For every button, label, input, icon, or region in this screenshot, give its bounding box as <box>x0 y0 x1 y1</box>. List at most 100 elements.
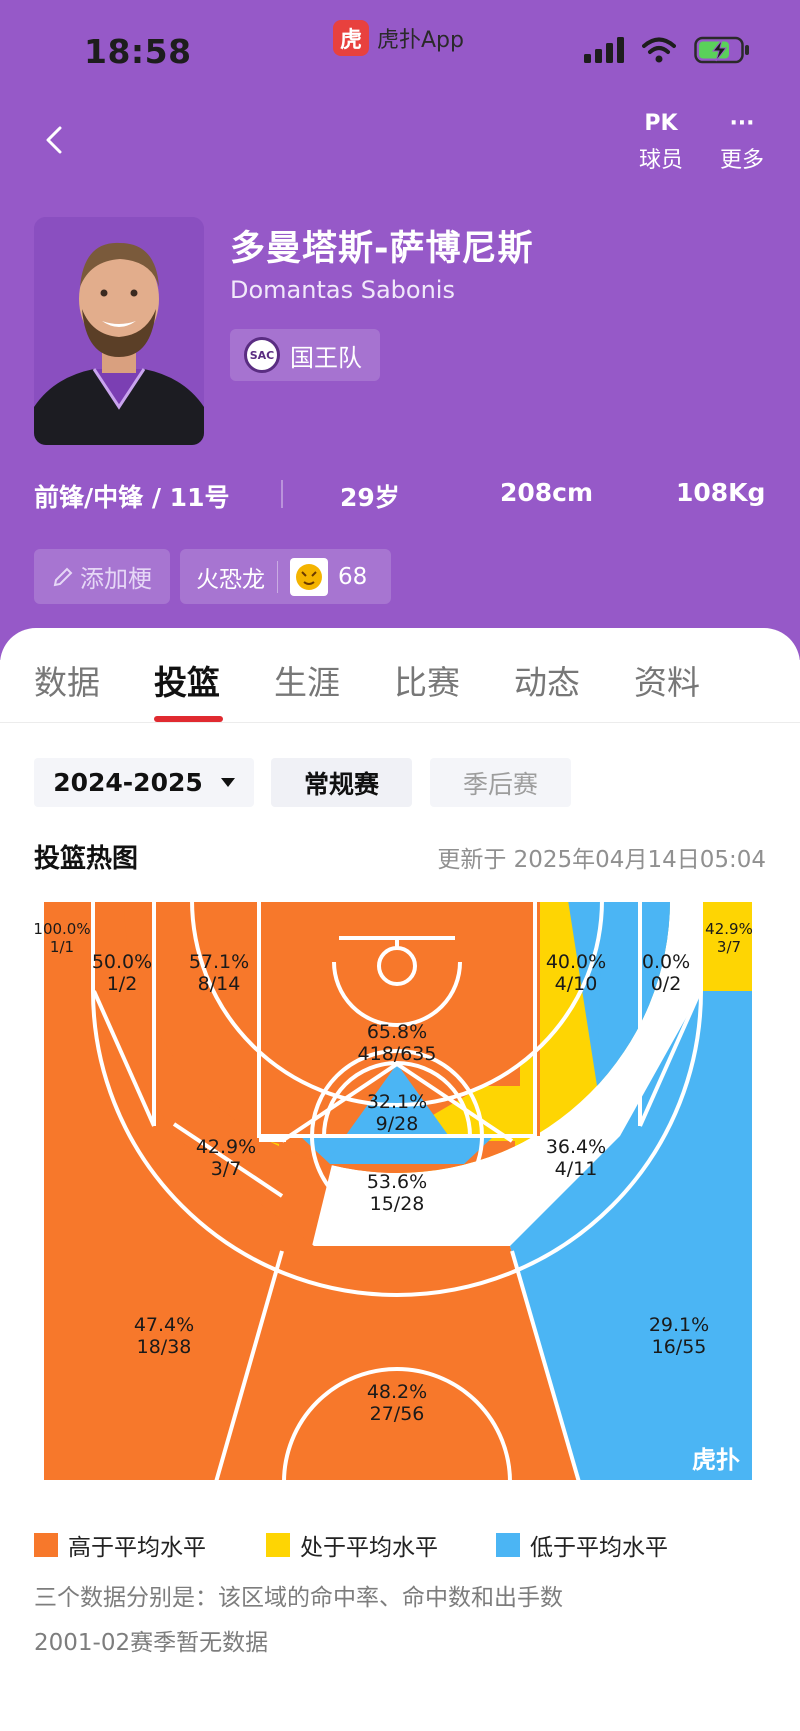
status-time: 18:58 <box>84 32 192 71</box>
zone-made-paint-restricted: 418/635 <box>358 1043 437 1065</box>
zone-paint-restricted <box>274 900 520 1086</box>
kings-logo-icon: SAC <box>244 337 280 373</box>
watermark-logo: 虎扑 <box>692 1446 740 1474</box>
zone-top-three <box>214 1246 579 1482</box>
zone-made-right-wing-three: 16/55 <box>652 1336 707 1358</box>
zone-pct-left-wing-three: 47.4% <box>134 1314 194 1336</box>
zone-made-right-elbow-mid: 4/11 <box>555 1158 598 1180</box>
heatmap-title: 投篮热图 <box>34 844 139 874</box>
wifi-icon <box>642 37 676 63</box>
rating-value: 68 <box>338 563 368 590</box>
player-avatar <box>34 217 204 445</box>
zone-pct-right-elbow-mid: 36.4% <box>546 1136 606 1158</box>
add-tag-button[interactable]: 添加梗 <box>34 549 170 604</box>
zone-left-wing-three <box>42 991 314 1482</box>
zone-pct-left-baseline-mid: 50.0% <box>92 951 152 973</box>
player-rating-chip[interactable]: 火恐龙 68 <box>180 549 391 604</box>
zone-pct-left-elbow-mid: 42.9% <box>196 1136 256 1158</box>
tab-bar: 数据 投篮 生涯 比赛 动态 资料 <box>0 628 800 723</box>
legend-swatch-above <box>34 1533 58 1557</box>
heatmap-updated: 更新于 2025年04月14日05:04 <box>437 847 766 873</box>
tab-news[interactable]: 动态 <box>514 663 580 702</box>
zone-pct-left-short-mid: 57.1% <box>189 951 249 973</box>
zone-made-paint-non-ra: 9/28 <box>376 1113 419 1135</box>
player-weight: 108Kg <box>676 478 766 507</box>
rating-badge-icon <box>290 557 328 596</box>
player-photo <box>34 217 204 445</box>
zone-pct-paint-restricted: 65.8% <box>367 1021 427 1043</box>
more-label: 更多 <box>719 148 764 173</box>
tab-profile[interactable]: 资料 <box>634 663 700 702</box>
legend-label-average: 处于平均水平 <box>300 1535 438 1561</box>
rating-label: 火恐龙 <box>196 566 265 593</box>
status-icons <box>584 36 750 64</box>
chevron-left-icon <box>46 126 62 154</box>
zone-made-right-corner-three: 3/7 <box>717 938 741 956</box>
compare-player-button[interactable]: PK 球员 <box>626 108 696 174</box>
shot-heatmap: 100.0% 1/1 50.0% 1/2 57.1% 8/14 65.8% 418/635 40… <box>34 896 760 1518</box>
rating-divider <box>277 560 278 593</box>
zone-made-top-key-mid: 15/28 <box>370 1193 425 1215</box>
more-dots-icon: ··· <box>729 110 755 136</box>
position-number: 前锋/中锋 / 11号 <box>34 483 230 512</box>
zone-pct-paint-non-ra: 32.1% <box>367 1091 427 1113</box>
zone-pct-right-corner-three: 42.9% <box>705 920 753 938</box>
app-logo-icon: 虎 <box>333 20 369 56</box>
info-divider <box>281 480 283 508</box>
caret-down-icon <box>220 777 235 787</box>
team-name: 国王队 <box>290 343 362 372</box>
zone-made-right-short-mid: 4/10 <box>555 973 598 995</box>
status-app-indicator: 虎 虎扑App <box>333 20 464 56</box>
battery-charging-icon <box>694 36 749 64</box>
player-height: 208cm <box>500 478 594 507</box>
legend-above: 高于平均水平 <box>34 1528 206 1562</box>
player-age: 29岁 <box>340 483 400 512</box>
zone-made-left-baseline-mid: 1/2 <box>107 973 138 995</box>
zone-made-left-wing-three: 18/38 <box>137 1336 192 1358</box>
more-button[interactable]: ··· 更多 <box>707 108 777 174</box>
legend-label-above: 高于平均水平 <box>68 1535 206 1561</box>
season-select[interactable]: 2024-2025 <box>34 758 254 807</box>
heatmap-legend: 高于平均水平 处于平均水平 低于平均水平 <box>34 1520 766 1562</box>
zone-right-wing-three <box>510 991 752 1482</box>
playoff-toggle[interactable]: 季后赛 <box>430 758 571 807</box>
heatmap-note-nodata: 2001-02赛季暂无数据 <box>34 1630 269 1656</box>
tab-shooting[interactable]: 投篮 <box>154 663 220 702</box>
legend-label-below: 低于平均水平 <box>530 1535 668 1561</box>
add-tag-label: 添加梗 <box>80 565 152 593</box>
court-chart: 100.0%1/1 50.0%1/2 57.1%8/14 65.8%418/635 40… <box>34 900 758 1482</box>
zone-pct-top-three: 48.2% <box>367 1381 427 1403</box>
pk-icon: PK <box>644 110 678 136</box>
status-app-name: 虎扑App <box>377 28 464 53</box>
player-name-cn: 多曼塔斯-萨博尼斯 <box>230 229 534 269</box>
content-sheet: 数据 投篮 生涯 比赛 动态 资料 2024-2025 常规赛 季后赛 投篮热图… <box>0 628 800 1731</box>
player-header: 18:58 虎 虎扑App PK 球员 ··· <box>0 0 800 660</box>
pencil-icon <box>53 567 73 586</box>
active-tab-indicator <box>154 716 223 722</box>
zone-made-top-three: 27/56 <box>370 1403 425 1425</box>
player-info-row: 前锋/中锋 / 11号 29岁 208cm 108Kg <box>0 470 800 516</box>
zone-pct-top-key-mid: 53.6% <box>367 1171 427 1193</box>
zone-pct-right-baseline-mid: 0.0% <box>642 951 690 973</box>
compare-player-label: 球员 <box>638 148 683 173</box>
zone-pct-right-short-mid: 40.0% <box>546 951 606 973</box>
tab-games[interactable]: 比赛 <box>394 663 460 702</box>
signal-icon <box>584 37 624 63</box>
heatmap-note-meaning: 三个数据分别是：该区域的命中率、命中数和出手数 <box>34 1585 563 1611</box>
zone-pct-right-wing-three: 29.1% <box>649 1314 709 1336</box>
regular-season-toggle[interactable]: 常规赛 <box>271 758 412 807</box>
zone-made-left-corner-three: 1/1 <box>50 938 74 956</box>
team-chip[interactable]: SAC 国王队 <box>230 329 380 381</box>
back-button[interactable] <box>34 118 74 162</box>
tab-data[interactable]: 数据 <box>34 663 100 702</box>
zone-left-corner-three <box>42 900 93 991</box>
zone-made-left-short-mid: 8/14 <box>198 973 241 995</box>
zone-right-corner-three <box>701 900 752 991</box>
legend-below: 低于平均水平 <box>496 1528 668 1562</box>
legend-average: 处于平均水平 <box>266 1528 438 1562</box>
tab-career[interactable]: 生涯 <box>274 663 340 702</box>
player-name-en: Domantas Sabonis <box>230 276 455 304</box>
legend-swatch-average <box>266 1533 290 1557</box>
zone-made-right-baseline-mid: 0/2 <box>651 973 682 995</box>
zone-pct-left-corner-three: 100.0% <box>34 920 91 938</box>
